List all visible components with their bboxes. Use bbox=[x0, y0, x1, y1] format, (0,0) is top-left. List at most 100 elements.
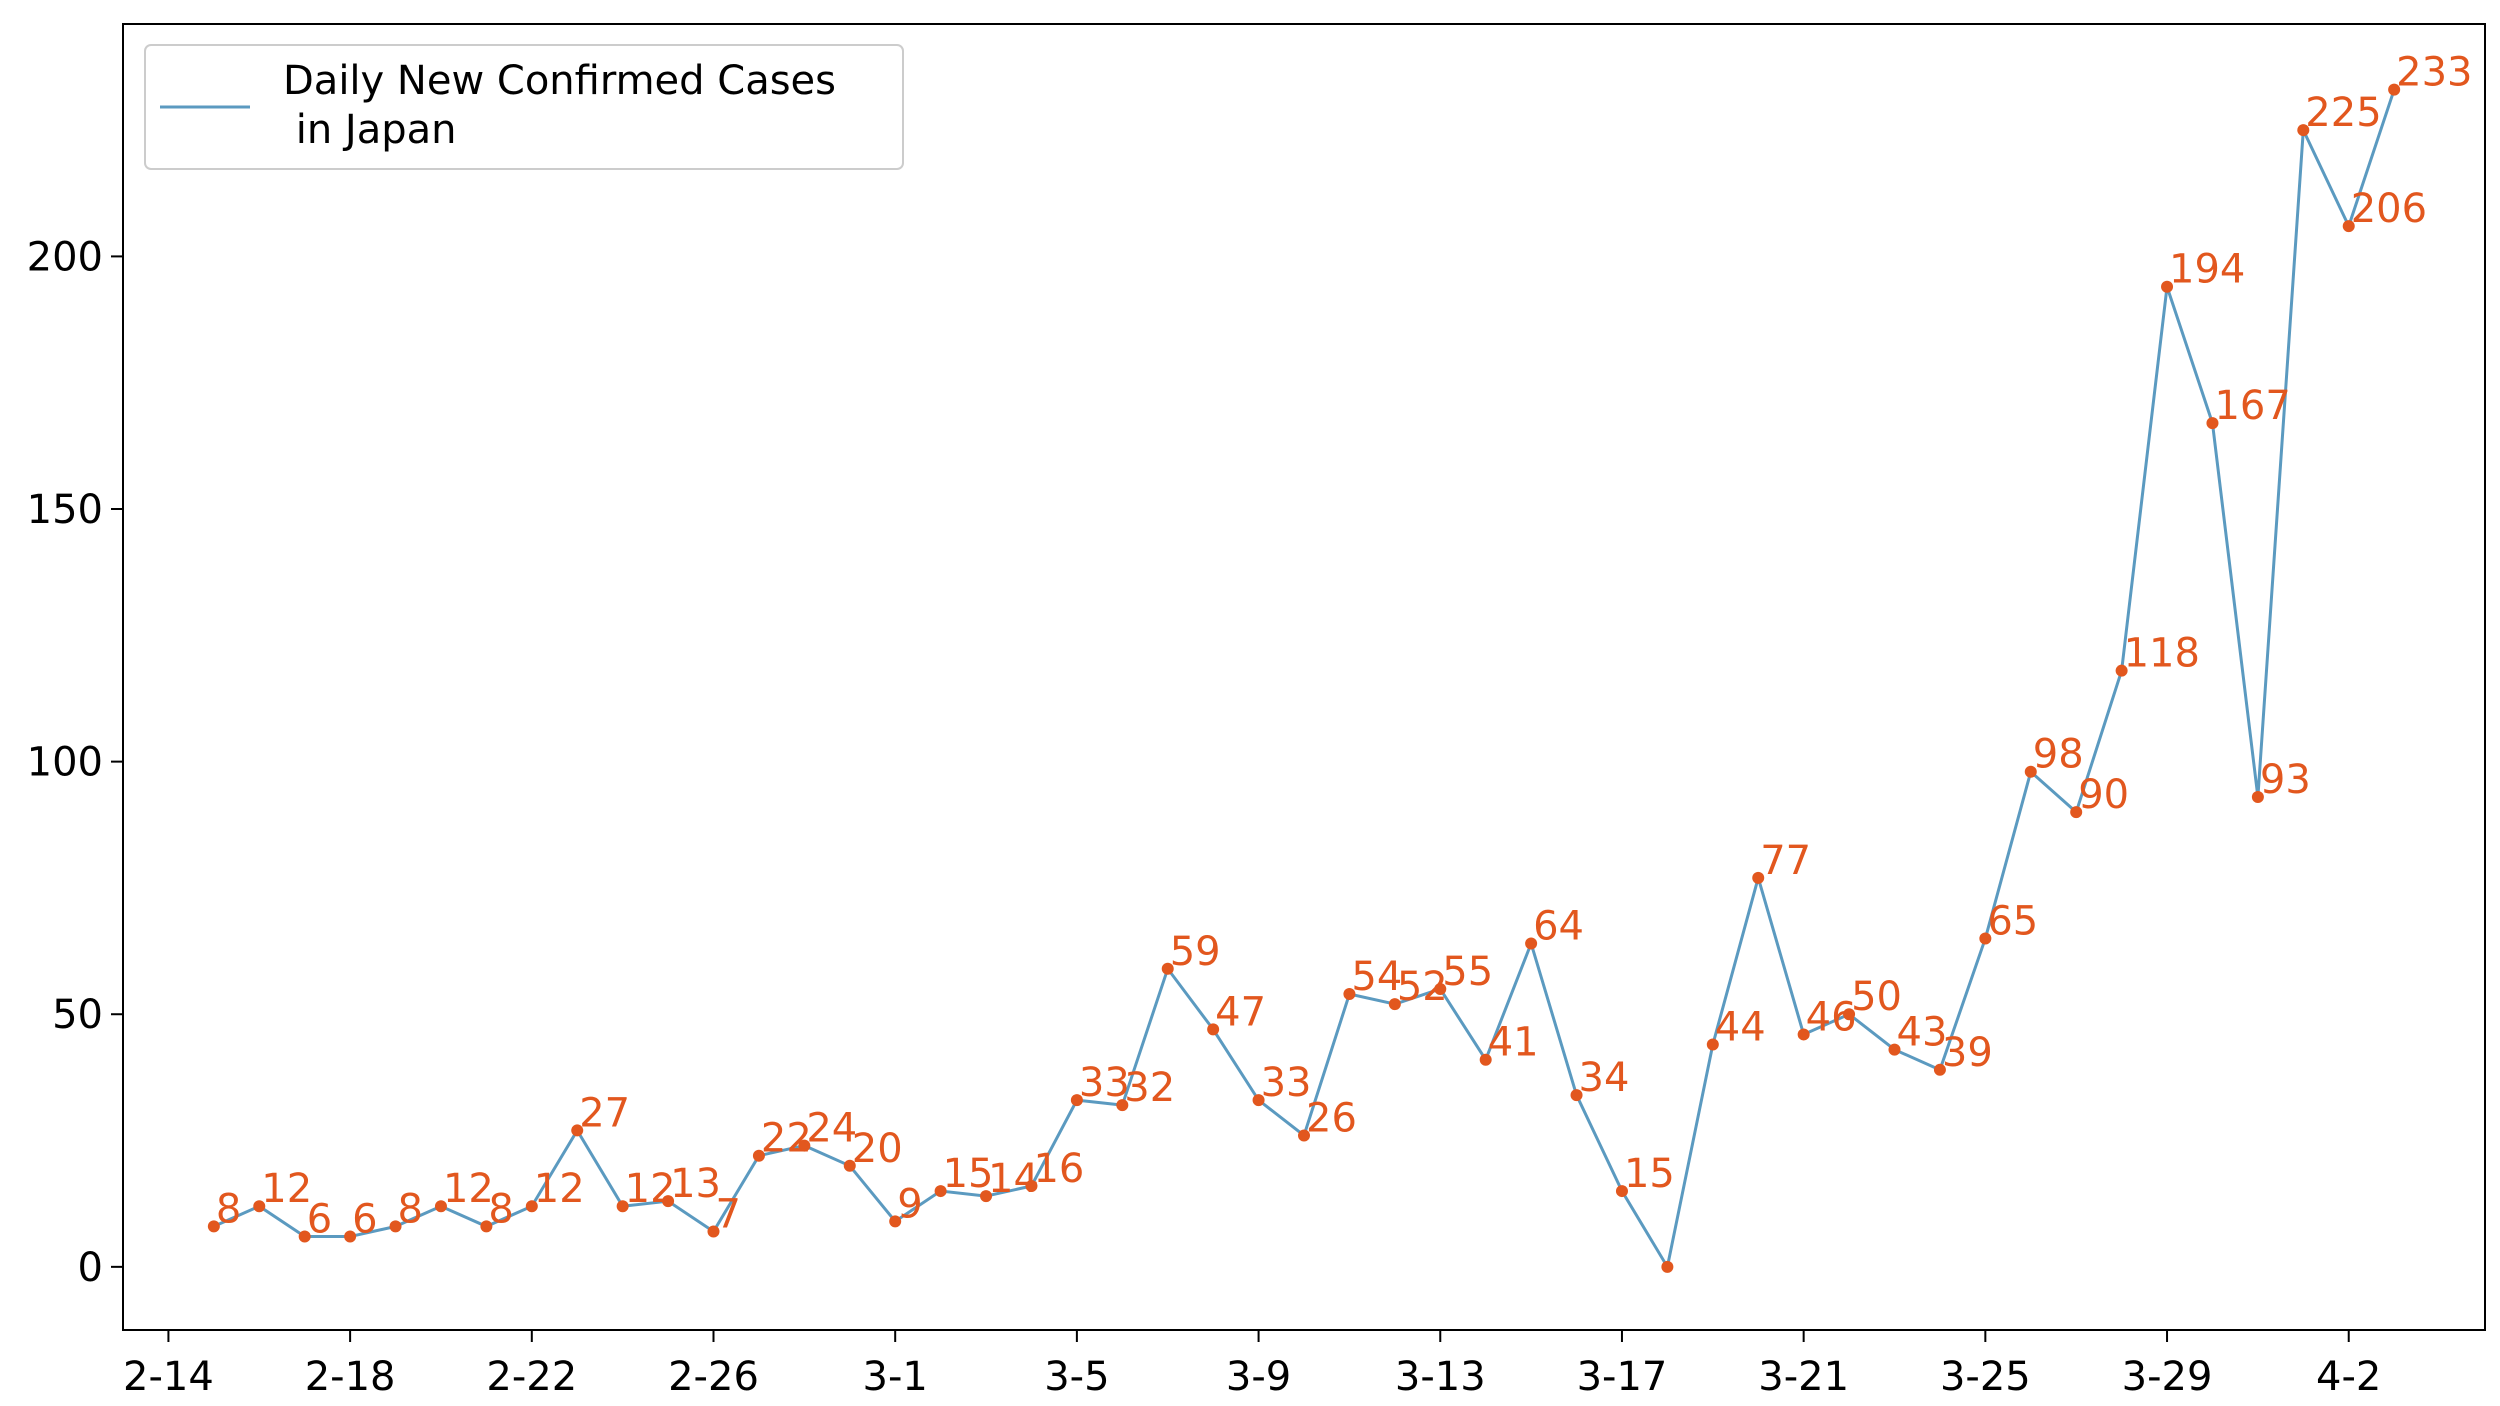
x-tick-label: 2-14 bbox=[123, 1354, 214, 1400]
x-tick-label: 3-25 bbox=[1940, 1354, 2031, 1400]
data-point bbox=[843, 1159, 856, 1172]
y-tick-label: 100 bbox=[27, 740, 103, 786]
data-point bbox=[2388, 83, 2401, 96]
y-tick-label: 200 bbox=[27, 234, 103, 280]
data-point bbox=[571, 1124, 584, 1137]
data-point bbox=[389, 1220, 402, 1233]
data-point bbox=[1298, 1129, 1310, 1142]
data-point bbox=[1388, 998, 1401, 1011]
data-point bbox=[525, 1200, 538, 1213]
legend-label-line1: Daily New Confirmed Cases bbox=[283, 58, 836, 104]
data-label: 98 bbox=[2033, 732, 2084, 778]
data-label: 64 bbox=[1533, 904, 1584, 950]
data-label: 13 bbox=[670, 1161, 721, 1207]
data-labels: 8 126 6 8 128 1227121372224209151416333259473… bbox=[216, 50, 2473, 1243]
legend-box bbox=[144, 44, 904, 170]
x-tick-label: 2-22 bbox=[486, 1354, 577, 1400]
y-tick-label: 50 bbox=[52, 992, 103, 1038]
data-point bbox=[1843, 1008, 1856, 1021]
data-label: 167 bbox=[2214, 383, 2290, 429]
data-label: 14 bbox=[988, 1156, 1039, 1202]
data-point bbox=[298, 1230, 311, 1243]
data-label: 233 bbox=[2396, 50, 2472, 96]
x-tick-label: 3-1 bbox=[863, 1354, 928, 1400]
data-point bbox=[344, 1230, 357, 1243]
data-point bbox=[2297, 124, 2310, 137]
data-label: 41 bbox=[1488, 1020, 1539, 1066]
data-point bbox=[889, 1215, 902, 1228]
data-label: 15 bbox=[1624, 1151, 1675, 1197]
data-label: 27 bbox=[579, 1090, 630, 1136]
data-point bbox=[1525, 937, 1538, 950]
data-label: 32 bbox=[1124, 1065, 1175, 1111]
data-label: 8 bbox=[216, 1186, 241, 1232]
data-label: 50 bbox=[1851, 974, 1902, 1020]
x-tick-label: 3-29 bbox=[2122, 1354, 2213, 1400]
data-label: 194 bbox=[2169, 247, 2245, 293]
data-markers bbox=[207, 83, 2401, 1273]
data-point bbox=[1797, 1028, 1810, 1041]
data-label: 52 bbox=[1397, 964, 1448, 1010]
data-point bbox=[616, 1200, 629, 1213]
data-point bbox=[1434, 982, 1447, 995]
data-label: 34 bbox=[1579, 1055, 1630, 1101]
data-point bbox=[1752, 871, 1765, 884]
data-point bbox=[798, 1139, 811, 1152]
data-point bbox=[253, 1200, 266, 1213]
data-point bbox=[1706, 1038, 1719, 1051]
data-label: 22 bbox=[761, 1116, 812, 1162]
data-label: 12 bbox=[443, 1166, 494, 1212]
data-label: 15 bbox=[943, 1151, 994, 1197]
data-label: 6 bbox=[307, 1197, 332, 1243]
data-point bbox=[1479, 1053, 1492, 1066]
x-tick-label: 3-17 bbox=[1577, 1354, 1668, 1400]
x-tick-label: 2-26 bbox=[668, 1354, 759, 1400]
data-point bbox=[207, 1220, 220, 1233]
data-label: 8 bbox=[488, 1186, 513, 1232]
data-label: 20 bbox=[852, 1126, 903, 1172]
data-point bbox=[1933, 1063, 1946, 1076]
data-label: 54 bbox=[1351, 954, 1402, 1000]
data-point bbox=[1615, 1185, 1628, 1198]
data-point bbox=[1888, 1043, 1901, 1056]
data-point bbox=[1161, 962, 1174, 975]
data-point bbox=[1070, 1094, 1083, 1107]
data-label: 33 bbox=[1079, 1060, 1130, 1106]
legend-label-line2: in Japan bbox=[283, 107, 456, 153]
data-label: 118 bbox=[2124, 631, 2200, 677]
data-point bbox=[1343, 988, 1356, 1001]
data-point bbox=[1207, 1023, 1220, 1036]
data-point bbox=[1979, 932, 1992, 945]
data-label: 7 bbox=[716, 1191, 741, 1237]
data-label: 90 bbox=[2078, 772, 2129, 818]
data-label: 93 bbox=[2260, 757, 2311, 803]
data-point bbox=[752, 1149, 765, 1162]
data-point bbox=[1116, 1099, 1129, 1112]
data-point bbox=[1661, 1260, 1674, 1273]
x-axis: 2-14 2-18 2-22 2-26 3-1 3-5 3-9 3-13 3-17 3-21 3-2… bbox=[123, 1330, 2381, 1400]
data-label: 12 bbox=[625, 1166, 676, 1212]
data-point bbox=[1570, 1089, 1583, 1102]
y-tick-label: 0 bbox=[78, 1245, 103, 1291]
data-label: 206 bbox=[2351, 186, 2427, 232]
data-point bbox=[2161, 280, 2174, 293]
x-tick-label: 4-2 bbox=[2316, 1354, 2381, 1400]
data-label: 16 bbox=[1033, 1146, 1084, 1192]
data-label: 39 bbox=[1942, 1030, 1993, 1076]
data-point bbox=[434, 1200, 447, 1213]
data-point bbox=[2070, 806, 2083, 819]
data-label: 225 bbox=[2305, 90, 2381, 136]
x-tick-label: 3-21 bbox=[1758, 1354, 1849, 1400]
y-axis: 0 50 100 150 200 bbox=[27, 234, 123, 1291]
data-label: 26 bbox=[1306, 1095, 1357, 1141]
data-point bbox=[2206, 417, 2219, 430]
data-point bbox=[2342, 220, 2355, 233]
data-label: 33 bbox=[1261, 1060, 1312, 1106]
data-label: 12 bbox=[534, 1166, 585, 1212]
data-point bbox=[934, 1185, 947, 1198]
data-label: 24 bbox=[806, 1106, 857, 1152]
data-point bbox=[1252, 1094, 1265, 1107]
data-label: 47 bbox=[1215, 989, 1266, 1035]
y-tick-label: 150 bbox=[27, 487, 103, 533]
